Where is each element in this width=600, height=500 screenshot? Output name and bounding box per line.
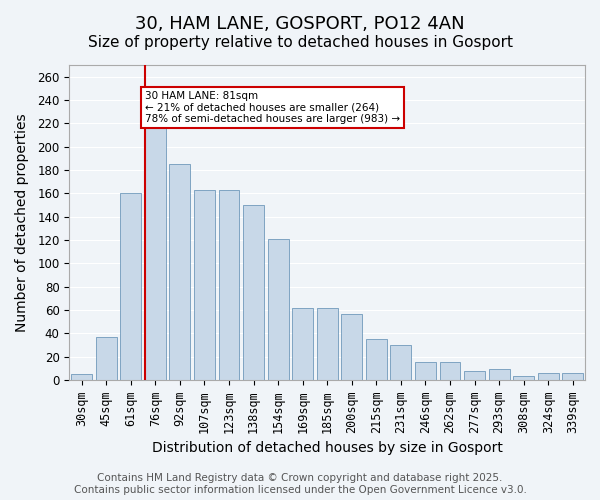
Bar xyxy=(268,239,289,380)
X-axis label: Distribution of detached houses by size in Gosport: Distribution of detached houses by size … xyxy=(152,441,503,455)
Bar xyxy=(341,314,362,380)
Y-axis label: Number of detached properties: Number of detached properties xyxy=(15,114,29,332)
Bar xyxy=(391,345,412,380)
Bar xyxy=(96,337,116,380)
Bar xyxy=(415,362,436,380)
Bar xyxy=(71,374,92,380)
Bar xyxy=(440,362,460,380)
Text: Contains HM Land Registry data © Crown copyright and database right 2025.
Contai: Contains HM Land Registry data © Crown c… xyxy=(74,474,526,495)
Bar xyxy=(513,376,534,380)
Text: 30 HAM LANE: 81sqm
← 21% of detached houses are smaller (264)
78% of semi-detach: 30 HAM LANE: 81sqm ← 21% of detached hou… xyxy=(145,90,400,124)
Bar xyxy=(194,190,215,380)
Text: 30, HAM LANE, GOSPORT, PO12 4AN: 30, HAM LANE, GOSPORT, PO12 4AN xyxy=(135,15,465,33)
Text: Size of property relative to detached houses in Gosport: Size of property relative to detached ho… xyxy=(88,35,512,50)
Bar xyxy=(464,371,485,380)
Bar xyxy=(366,340,387,380)
Bar xyxy=(121,194,141,380)
Bar xyxy=(562,373,583,380)
Bar xyxy=(169,164,190,380)
Bar xyxy=(145,126,166,380)
Bar xyxy=(292,308,313,380)
Bar xyxy=(243,205,264,380)
Bar xyxy=(317,308,338,380)
Bar xyxy=(488,368,509,380)
Bar xyxy=(538,373,559,380)
Bar xyxy=(218,190,239,380)
